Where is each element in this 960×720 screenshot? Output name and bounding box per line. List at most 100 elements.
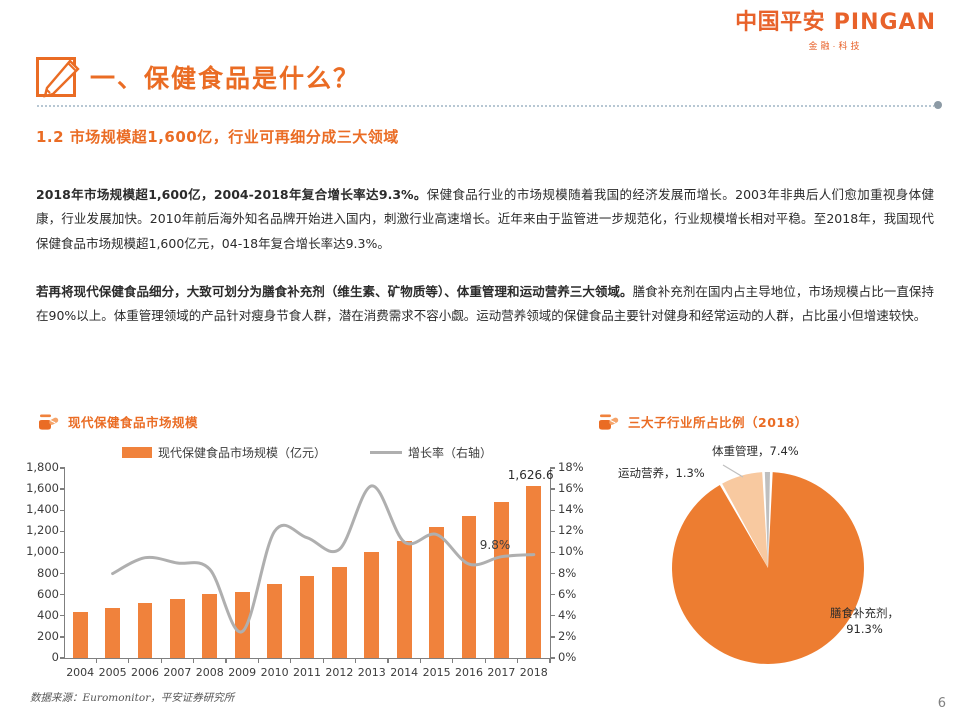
paragraph-2-body: 膳食补充剂在国内占主导地位，市场规模占比一直保持在90%以上。体重管理领域的产品… <box>36 284 934 324</box>
pie-slice <box>672 472 865 664</box>
left-chart-title-text: 现代保健食品市场规模 <box>68 415 199 430</box>
combo-plot-area: 0 200 400 600 800 1,000 1,200 1,400 1,600 1,800 0%… <box>18 440 584 688</box>
x-axis-tick-label: 2005 <box>98 666 127 679</box>
logo-subtitle: 金融·科技 <box>808 41 863 51</box>
y-axis-right-tick-label: 16% <box>558 481 584 496</box>
x-axis-tick <box>95 658 98 663</box>
y-axis-left-tick-label: 1,200 <box>26 523 59 538</box>
x-axis-tick-label: 2004 <box>66 666 95 679</box>
legend-swatch-line <box>370 451 403 454</box>
legend-swatch-bar <box>122 447 152 458</box>
x-axis-tick <box>452 658 454 663</box>
pencil-icon <box>43 59 80 98</box>
y-axis-left-tick-label: 1,000 <box>26 544 59 559</box>
y-axis-right-tick-label: 6% <box>558 586 577 601</box>
bar <box>299 575 315 658</box>
hand-pill-icon <box>38 413 60 431</box>
legend-item-line: 增长率（右轴） <box>370 444 492 461</box>
bar <box>105 608 121 658</box>
bar <box>429 527 445 658</box>
bar <box>202 593 218 658</box>
bar <box>169 598 185 658</box>
y-axis-right-tick-label: 8% <box>558 565 577 580</box>
pie-slice <box>764 471 771 568</box>
y-axis-right-tick-label: 10% <box>558 544 584 559</box>
section-heading: 一、保健食品是什么？ <box>36 57 361 98</box>
y-axis-right-tick-label: 4% <box>558 607 577 622</box>
x-axis-tick-label: 2009 <box>228 666 257 679</box>
y-axis-left-tick-label: 400 <box>37 607 59 622</box>
y-axis-left-tick-label: 1,400 <box>26 502 59 517</box>
bar <box>137 603 153 658</box>
logo-chinese: 中国平安 <box>735 10 826 35</box>
y-axis-left-tick <box>60 657 65 659</box>
y-axis-left-tick <box>60 615 65 617</box>
x-axis-tick-label: 2007 <box>163 666 192 679</box>
y-axis-right-tick <box>550 572 555 575</box>
y-axis-left-tick-label: 800 <box>37 565 59 580</box>
y-axis-right-tick <box>550 488 555 490</box>
bar <box>72 611 88 658</box>
divider <box>36 105 934 107</box>
y-axis-left-tick <box>60 572 65 575</box>
x-axis <box>64 658 551 660</box>
x-axis-tick-label: 2008 <box>195 666 224 679</box>
y-axis-right-tick-label: 18% <box>558 460 584 474</box>
y-axis-left-tick <box>60 488 65 490</box>
x-axis-tick <box>387 658 389 663</box>
y-axis-right-tick-label: 12% <box>558 523 584 538</box>
x-axis-tick <box>516 658 519 663</box>
pie-svg <box>672 464 865 664</box>
pie-slice-label: 膳食补充剂， 91.3% <box>830 606 899 636</box>
logo-latin: PINGAN <box>833 10 936 35</box>
divider-end-dot <box>934 101 942 109</box>
legend-label-bar: 现代保健食品市场规模（亿元） <box>158 446 327 460</box>
paragraph-1: 2018年市场规模超1,600亿，2004-2018年复合增长率达9.3%。保健… <box>36 183 934 256</box>
bar <box>493 501 509 658</box>
x-axis-tick-label: 2015 <box>422 666 451 679</box>
bar <box>364 552 380 658</box>
hand-pill-glyph <box>39 414 59 430</box>
y-axis-left-tick-label: 600 <box>37 586 59 601</box>
bar <box>331 567 347 658</box>
x-axis-tick-label: 2018 <box>519 666 548 679</box>
x-axis-tick-label: 2011 <box>292 666 321 679</box>
x-axis-tick <box>354 658 357 663</box>
x-axis-tick-label: 2010 <box>260 666 289 679</box>
y-axis-right-tick <box>550 530 555 533</box>
y-axis-left-tick-label: 0 <box>51 650 59 664</box>
y-axis-left-tick-label: 1,800 <box>26 460 59 474</box>
x-axis-tick <box>257 658 260 663</box>
y-axis-right-tick <box>550 636 555 638</box>
paragraph-1-body: 保健食品行业的市场规模随着我国的经济发展而增长。2003年非典后人们愈加重视身体… <box>36 187 934 251</box>
x-axis-tick <box>290 658 292 663</box>
line-data-label: 9.8% <box>479 537 511 552</box>
y-axis-right-tick-label: 14% <box>558 502 584 517</box>
logo-text: 中国平安 PINGAN <box>735 12 936 34</box>
x-axis-tick-label: 2006 <box>130 666 159 679</box>
page-title: 一、保健食品是什么？ <box>90 64 361 93</box>
y-axis-left-tick <box>60 551 65 554</box>
pie-leader-line <box>722 464 744 478</box>
bar <box>267 584 283 658</box>
subsector-share-pie-chart: 体重管理，7.4% 运动营养，1.3% 膳食补充剂， 91.3% <box>592 440 944 688</box>
x-axis-tick-label: 2016 <box>454 666 483 679</box>
page-number: 6 <box>937 696 946 711</box>
y-axis-left-tick-label: 200 <box>37 628 59 643</box>
y-axis-left <box>64 468 66 658</box>
x-axis-tick <box>160 658 162 663</box>
subsection-title: 1.2 市场规模超1,600亿，行业可再细分成三大领域 <box>36 128 399 146</box>
y-axis-right-tick-label: 2% <box>558 628 577 643</box>
x-axis-tick <box>192 658 195 663</box>
y-axis-left-tick <box>60 530 65 533</box>
y-axis-right-tick-label: 0% <box>558 650 577 664</box>
y-axis-right-tick <box>550 615 555 617</box>
x-axis-tick <box>225 658 227 663</box>
right-chart-title-text: 三大子行业所占比例（2018） <box>628 415 808 430</box>
hand-pill-icon <box>598 413 620 431</box>
pie-slice-label: 体重管理，7.4% <box>712 444 799 458</box>
legend-label-line: 增长率（右轴） <box>408 446 493 460</box>
y-axis-left-tick <box>60 509 65 511</box>
market-size-combo-chart: 现代保健食品市场规模（亿元） 增长率（右轴） 0 200 400 600 800 1,00… <box>18 440 584 688</box>
x-axis-tick <box>322 658 324 663</box>
